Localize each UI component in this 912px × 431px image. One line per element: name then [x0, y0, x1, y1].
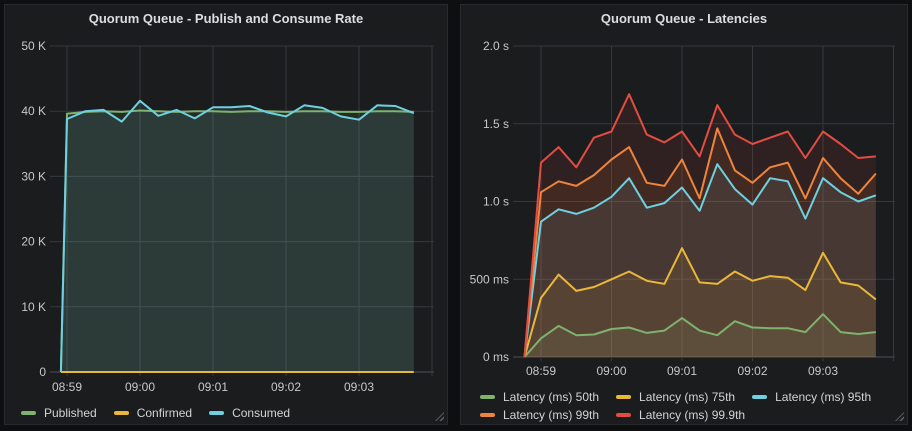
x-axis-tick-label: 08:59: [52, 380, 82, 394]
series-line-latency-ms-50th: [523, 313, 877, 358]
series-area-latency-ms-50th: [524, 314, 876, 357]
series-line-published: [59, 109, 414, 373]
series-area-latency-ms-95th: [524, 164, 876, 357]
panel-resize-handle-icon[interactable]: [895, 412, 904, 421]
panel-publish-consume-rate: Quorum Queue - Publish and Consume Rate …: [4, 4, 448, 425]
x-axis-tick-label: 09:00: [125, 380, 155, 394]
y-axis-tick-label: 2.0 s: [483, 39, 509, 53]
y-axis-tick-label: 1.0 s: [483, 195, 509, 209]
legend-label: Published: [44, 406, 97, 420]
y-axis-tick-label: 500 ms: [470, 272, 509, 286]
series-area-published: [60, 110, 414, 372]
legend-item-latency-ms-50th[interactable]: Latency (ms) 50th: [480, 390, 599, 404]
y-axis-tick-label: 0: [39, 365, 46, 379]
y-axis-tick-label: 10 K: [21, 300, 46, 314]
x-axis-tick-label: 09:03: [344, 380, 374, 394]
legend-row: Published Confirmed Consumed: [21, 404, 307, 422]
panel-resize-handle-icon[interactable]: [435, 412, 444, 421]
legend-item-confirmed[interactable]: Confirmed: [113, 406, 193, 420]
x-axis-tick-label: 09:02: [271, 380, 301, 394]
legend-item-latency-ms-75th[interactable]: Latency (ms) 75th: [616, 390, 735, 404]
x-axis-tick-label: 09:01: [667, 364, 697, 378]
y-axis-tick-label: 0 ms: [483, 350, 509, 364]
y-axis-tick-label: 30 K: [21, 169, 46, 183]
latencies-chart[interactable]: 0 ms 500 ms 1.0 s 1.5 s 2.0 s 08:59 09:00 09:01…: [461, 5, 909, 426]
series-line-latency-ms-99-9th: [523, 93, 876, 358]
legend-label: Latency (ms) 99.9th: [639, 408, 746, 422]
legend-label: Latency (ms) 50th: [503, 390, 600, 404]
chart-legend: Published Confirmed Consumed: [21, 404, 307, 422]
chart-legend: Latency (ms) 50th Latency (ms) 75th Latenc…: [480, 388, 888, 424]
legend-swatch-icon: [480, 413, 495, 417]
legend-swatch-icon: [21, 411, 36, 415]
series-line-latency-ms-99th: [523, 127, 877, 358]
y-axis-tick-label: 40 K: [21, 104, 46, 118]
legend-swatch-icon: [209, 411, 225, 415]
panel-latencies: Quorum Queue - Latencies 0 ms 500 ms 1.0 s…: [460, 4, 908, 425]
panel-title[interactable]: Quorum Queue - Latencies: [600, 11, 768, 26]
x-axis-tick-label: 09:01: [198, 380, 228, 394]
legend-swatch-icon: [616, 395, 632, 399]
series-line-consumed: [59, 99, 415, 373]
legend-label: Latency (ms) 75th: [639, 390, 736, 404]
series-area-latency-ms-99th: [524, 128, 876, 357]
legend-row: Latency (ms) 99th Latency (ms) 99.9th: [480, 406, 888, 424]
x-axis-tick-label: 09:03: [808, 364, 838, 378]
legend-item-consumed[interactable]: Consumed: [209, 406, 290, 420]
y-axis-tick-label: 20 K: [21, 235, 46, 249]
y-axis-tick-label: 1.5 s: [483, 117, 509, 131]
x-axis-tick-label: 09:00: [596, 364, 626, 378]
legend-item-latency-ms-99th[interactable]: Latency (ms) 99th: [480, 408, 599, 422]
legend-item-latency-ms-99-9th[interactable]: Latency (ms) 99.9th: [616, 408, 745, 422]
legend-label: Latency (ms) 95th: [775, 390, 872, 404]
series-area-latency-ms-99-9th: [524, 94, 876, 357]
legend-swatch-icon: [616, 413, 632, 417]
legend-label: Latency (ms) 99th: [503, 408, 600, 422]
legend-swatch-icon: [480, 395, 495, 399]
x-axis-tick-label: 08:59: [526, 364, 556, 378]
legend-label: Confirmed: [136, 406, 193, 420]
x-axis-tick-label: 09:02: [737, 364, 767, 378]
legend-item-published[interactable]: Published: [21, 406, 97, 420]
legend-swatch-icon: [752, 395, 768, 399]
panel-title[interactable]: Quorum Queue - Publish and Consume Rate: [88, 11, 364, 26]
publish-consume-rate-chart[interactable]: 0 10 K 20 K 30 K 40 K 50 K 08:59 09:00 09:01 09:0…: [5, 5, 449, 426]
legend-swatch-icon: [113, 411, 129, 415]
series-line-latency-ms-95th: [523, 163, 877, 358]
legend-label: Consumed: [232, 406, 291, 420]
legend-item-latency-ms-95th[interactable]: Latency (ms) 95th: [752, 390, 871, 404]
legend-row: Latency (ms) 50th Latency (ms) 75th Latenc…: [480, 388, 888, 406]
series-area-consumed: [60, 100, 414, 373]
series-line-latency-ms-75th: [523, 247, 877, 358]
y-axis-tick-label: 50 K: [21, 39, 46, 53]
